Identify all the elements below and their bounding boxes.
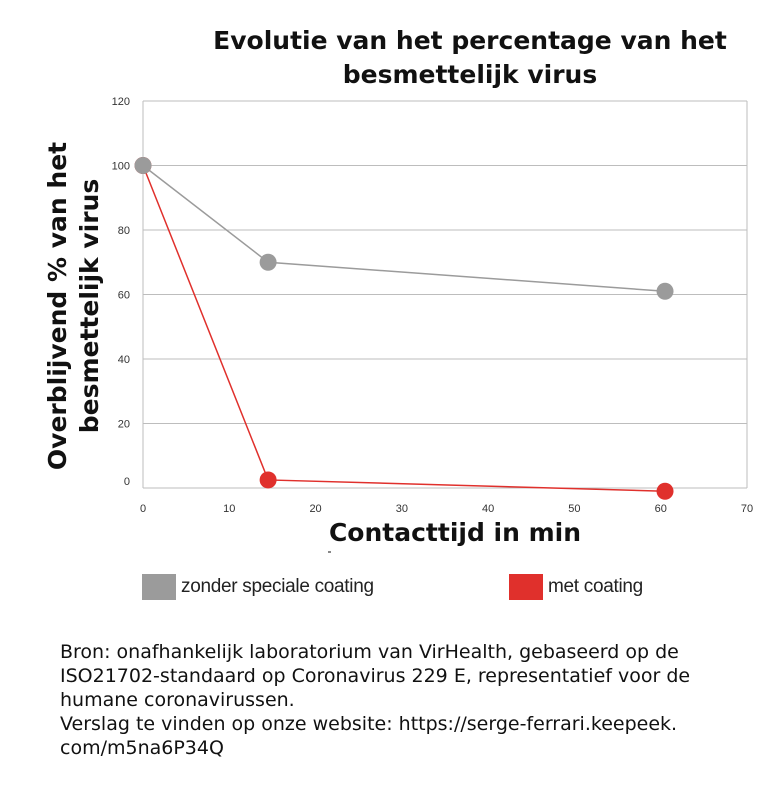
data-point-0-2 [656,282,674,300]
data-point-1-1 [259,471,277,489]
source-note: Bron: onafhankelijk laboratorium van Vir… [60,640,750,760]
chart-title: Evolutie van het percentage van het besm… [213,26,727,89]
x-tick-label: 10 [223,503,235,515]
x-axis-label: Contacttijd in min [328,518,582,547]
source-line: Bron: onafhankelijk laboratorium van Vir… [60,641,679,663]
y-tick-label: 120 [112,96,130,108]
legend-item-without-coating: zonder speciale coating [142,574,374,600]
x-tick-label: 20 [309,503,321,515]
source-line: ISO21702-standaard op Coronavirus 229 E,… [60,665,691,687]
legend-swatch-red [509,574,543,600]
x-tick-label: 40 [482,503,494,515]
series-line-1 [142,165,666,492]
data-point-0-0 [134,157,152,174]
x-tick-label: 0 [140,503,146,515]
y-tick-label: 20 [118,419,130,431]
legend-item-with-coating: met coating [509,574,643,600]
y-tick-label: 80 [118,225,130,237]
x-tick-label: 70 [741,503,753,515]
legend-label-with-coating: met coating [548,576,643,597]
series-line-0 [142,164,666,293]
y-tick-label: 0 [124,476,130,488]
y-tick-label: 60 [118,290,130,302]
source-line: humane coronavirussen. [60,689,295,711]
line-chart: 0 20 40 60 80 100 120 0 10 20 30 40 50 60 70 [112,96,753,515]
x-tick-label: 30 [396,503,408,515]
y-tick-label: 40 [118,354,130,366]
source-line: Verslag te vinden op onze website: https… [60,713,678,735]
x-tick-label: 60 [655,503,667,515]
data-point-0-1 [259,253,277,271]
source-line: com/m5na6P34Q [60,737,224,759]
x-tick-label: 50 [568,503,580,515]
legend-label-without-coating: zonder speciale coating [181,576,374,597]
stray-mark [328,551,331,553]
y-tick-label: 100 [112,161,130,173]
legend-swatch-gray [142,574,176,600]
data-point-1-2 [656,482,674,500]
